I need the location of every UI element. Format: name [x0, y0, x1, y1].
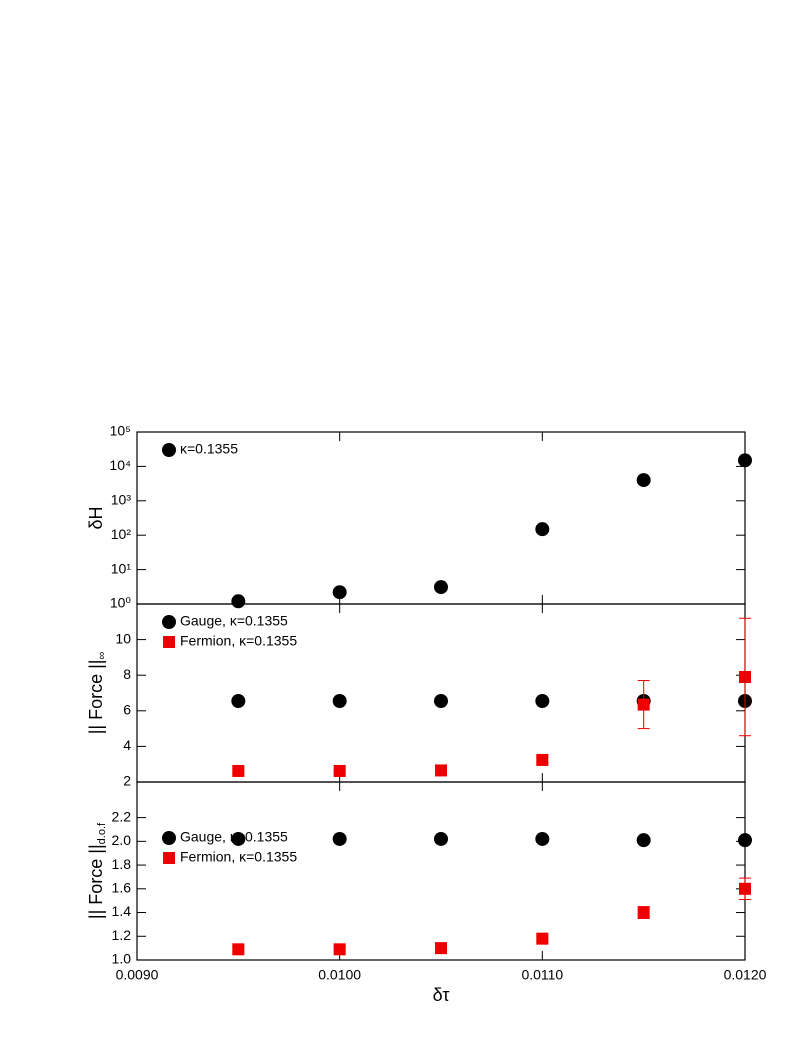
point [535, 522, 550, 537]
y-axis-label-text: δH [86, 506, 106, 529]
point [739, 882, 751, 895]
point [738, 833, 752, 848]
y-tick-label: 10⁰ [110, 595, 132, 611]
point [232, 943, 245, 956]
legend-label: Gauge, κ=0.1355 [180, 613, 288, 629]
y-axis-label-subscript: d.o.f [96, 822, 108, 844]
point [231, 831, 246, 846]
y-axis-label: || Force ||d.o.f [86, 822, 108, 919]
x-tick-label: 0.0120 [724, 967, 767, 983]
point [332, 694, 347, 709]
x-tick-label: 0.0100 [318, 967, 361, 983]
point [637, 906, 650, 919]
point [435, 942, 447, 955]
y-axis-label: δH [86, 506, 106, 529]
legend-marker [162, 615, 176, 629]
y-axis-label-text: || Force || [86, 844, 106, 919]
plot-frame [136, 603, 746, 783]
legend-marker [163, 852, 175, 864]
point [738, 453, 752, 468]
point [231, 594, 246, 609]
point [332, 585, 347, 600]
y-axis-label-subscript: ∞ [96, 652, 108, 660]
y-tick-label: 1.0 [112, 951, 132, 967]
point [637, 698, 650, 711]
legend-marker [163, 636, 175, 648]
point [232, 764, 245, 777]
plot-frame [136, 781, 746, 961]
y-tick-label: 10² [111, 526, 132, 542]
y-tick-label: 2.2 [112, 808, 132, 824]
y-tick-label: 10⁵ [110, 423, 131, 439]
point [231, 694, 246, 709]
point [536, 932, 549, 945]
point [535, 831, 550, 846]
legend-label: Fermion, κ=0.1355 [180, 849, 297, 865]
x-tick-label: 0.0110 [521, 967, 563, 983]
point [435, 764, 447, 777]
y-tick-label: 4 [123, 737, 131, 753]
point [434, 831, 448, 846]
y-axis-label-text: || Force || [86, 660, 106, 735]
y-tick-label: 2 [123, 773, 131, 789]
y-tick-label: 1.2 [112, 927, 132, 943]
legend-marker [162, 443, 176, 457]
point [536, 753, 549, 766]
point [434, 580, 448, 595]
plot-frame [136, 431, 746, 605]
y-tick-label: 6 [123, 702, 131, 718]
legend-label: κ=0.1355 [180, 441, 238, 457]
y-tick-label: 1.8 [112, 856, 132, 872]
y-tick-label: 8 [123, 666, 131, 682]
y-tick-label: 10³ [111, 492, 132, 508]
point [332, 831, 347, 846]
point [434, 694, 448, 709]
legend-marker [162, 831, 176, 845]
point [535, 694, 550, 709]
y-tick-label: 2.0 [112, 832, 132, 848]
x-tick-label: 0.0090 [116, 967, 159, 983]
legend-label: Gauge, κ=0.1355 [180, 829, 288, 845]
point [636, 833, 651, 848]
y-tick-label: 1.4 [112, 903, 132, 919]
point [636, 473, 651, 488]
y-tick-label: 10 [115, 630, 131, 646]
legend-label: Fermion, κ=0.1355 [180, 633, 297, 649]
y-tick-label: 10¹ [111, 560, 132, 576]
point [739, 670, 751, 683]
x-axis-label: δτ [433, 985, 450, 1005]
y-tick-label: 1.6 [112, 880, 132, 896]
point [333, 764, 346, 777]
y-tick-label: 10⁴ [109, 457, 131, 473]
y-axis-label: || Force ||∞ [86, 652, 108, 735]
point [333, 943, 346, 956]
